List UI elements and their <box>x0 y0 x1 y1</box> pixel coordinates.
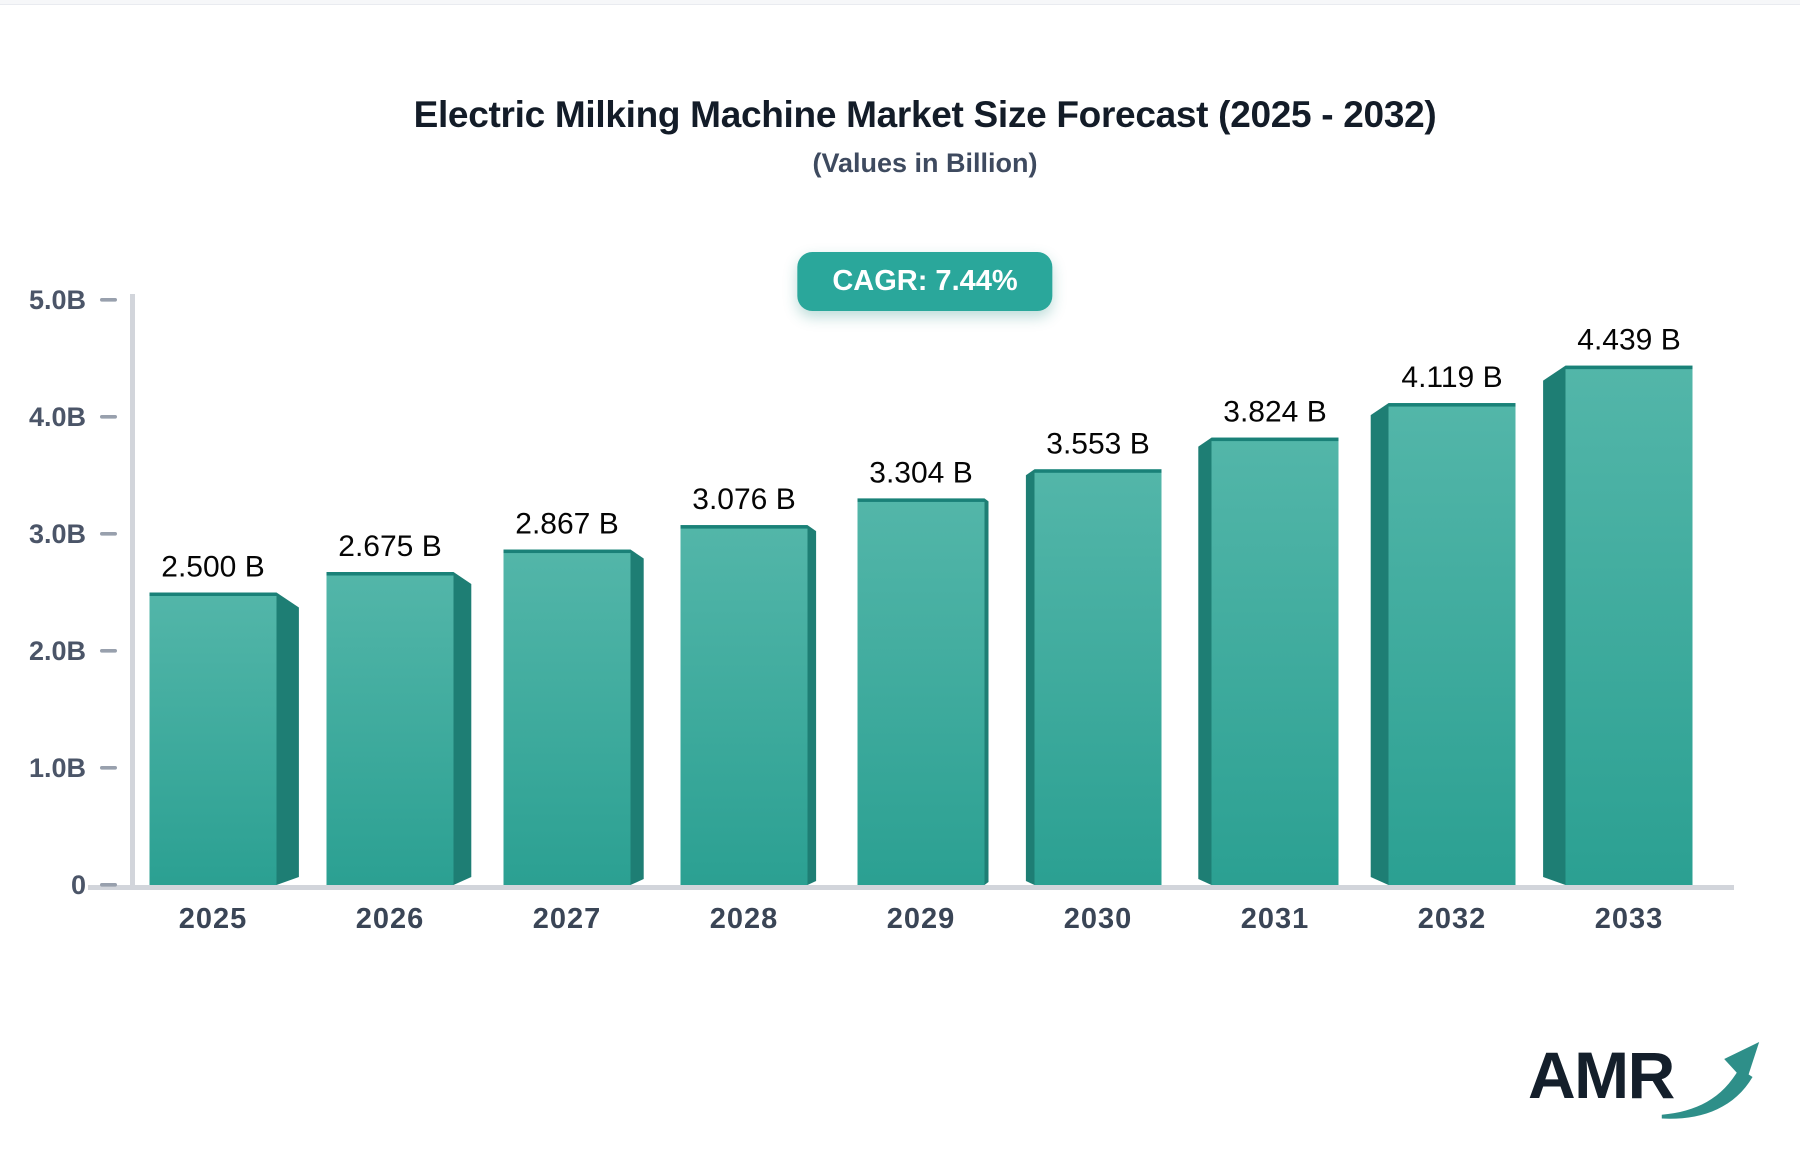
x-axis-label: 2030 <box>1064 903 1133 935</box>
x-axis-label: 2033 <box>1595 903 1664 935</box>
y-axis-label: 4.0B <box>29 402 86 432</box>
bar-top-edge <box>326 572 454 576</box>
bar-front-face <box>149 592 277 885</box>
x-axis-label: 2029 <box>887 903 956 935</box>
bar-front-face <box>680 525 808 885</box>
y-axis-label: 3.0B <box>29 519 86 549</box>
y-tick-mark <box>100 883 117 887</box>
y-tick-mark <box>100 649 117 653</box>
y-axis-line <box>130 294 135 890</box>
x-axis-label: 2027 <box>533 903 602 935</box>
y-tick-mark <box>100 766 117 770</box>
bar-front-face <box>857 498 985 885</box>
bar-value-label: 2.867 B <box>515 508 618 541</box>
growth-arrow-icon <box>1661 1041 1759 1119</box>
x-axis-label: 2028 <box>710 903 779 935</box>
bar-top-edge <box>1211 437 1339 442</box>
x-axis-label: 2025 <box>179 903 248 935</box>
bar-front-face <box>1034 469 1162 885</box>
bar-group-2032[interactable]: 4.119 B 2032 <box>1370 361 1516 935</box>
bar-top-edge <box>680 525 808 529</box>
x-axis-line <box>88 885 1734 890</box>
bar-group-2033[interactable]: 4.439 B 2033 <box>1543 324 1693 935</box>
amr-logo: AMR <box>1528 1030 1762 1122</box>
x-axis-label: 2026 <box>356 903 425 935</box>
y-axis-label: 5.0B <box>29 285 86 315</box>
bar-value-label: 3.304 B <box>869 456 972 489</box>
chart-subtitle: (Values in Billion) <box>812 148 1038 178</box>
logo-text: AMR <box>1528 1038 1675 1112</box>
bar-group-2025[interactable]: 2.500 B 2025 <box>149 551 299 936</box>
bar-side-face <box>453 572 472 885</box>
bar-value-label: 3.824 B <box>1223 396 1326 429</box>
y-tick-mark <box>100 298 117 302</box>
bar-top-edge <box>1565 365 1693 370</box>
bar-side-face <box>276 592 299 885</box>
y-axis-label: 1.0B <box>29 753 86 783</box>
bar-value-label: 3.076 B <box>692 483 795 516</box>
bar-group-2029[interactable]: 3.304 B 2029 <box>857 456 989 935</box>
y-axis-label: 0 <box>71 870 86 900</box>
bar-side-face <box>807 525 817 885</box>
bar-side-face <box>1543 365 1566 886</box>
bar-side-face <box>1025 469 1035 885</box>
bar-side-face <box>984 498 989 885</box>
bar-value-label: 4.119 B <box>1401 361 1502 394</box>
bar-value-label: 3.553 B <box>1046 427 1149 460</box>
bar-group-2031[interactable]: 3.824 B 2031 <box>1198 396 1339 935</box>
y-axis-label: 2.0B <box>29 636 86 666</box>
x-axis-label: 2032 <box>1418 903 1487 935</box>
window-top-border <box>0 0 1800 5</box>
chart-title: Electric Milking Machine Market Size For… <box>413 94 1437 135</box>
bar-top-edge <box>857 498 985 502</box>
bar-top-edge <box>1388 403 1516 407</box>
bar-side-face <box>630 549 644 885</box>
bar-group-2026[interactable]: 2.675 B 2026 <box>326 530 472 935</box>
bar-front-face <box>1565 365 1693 886</box>
bar-front-face <box>1211 437 1339 885</box>
bar-value-label: 4.439 B <box>1577 324 1680 357</box>
bar-group-2030[interactable]: 3.553 B 2030 <box>1025 427 1162 935</box>
bar-side-face <box>1198 437 1212 885</box>
bar-top-edge <box>149 592 277 596</box>
bar-group-2028[interactable]: 3.076 B 2028 <box>680 483 817 935</box>
bar-value-label: 2.500 B <box>161 551 264 584</box>
bar-front-face <box>326 572 454 885</box>
y-tick-mark <box>100 532 117 536</box>
bar-group-2027[interactable]: 2.867 B 2027 <box>503 508 644 935</box>
bar-top-edge <box>503 549 631 554</box>
bar-side-face <box>1370 403 1389 885</box>
bar-front-face <box>1388 403 1516 885</box>
bar-top-edge <box>1034 469 1162 473</box>
bar-front-face <box>503 549 631 885</box>
cagr-badge: CAGR: 7.44% <box>797 252 1053 311</box>
bar-value-label: 2.675 B <box>338 530 441 563</box>
x-axis-label: 2031 <box>1241 903 1310 935</box>
y-tick-mark <box>100 415 117 419</box>
